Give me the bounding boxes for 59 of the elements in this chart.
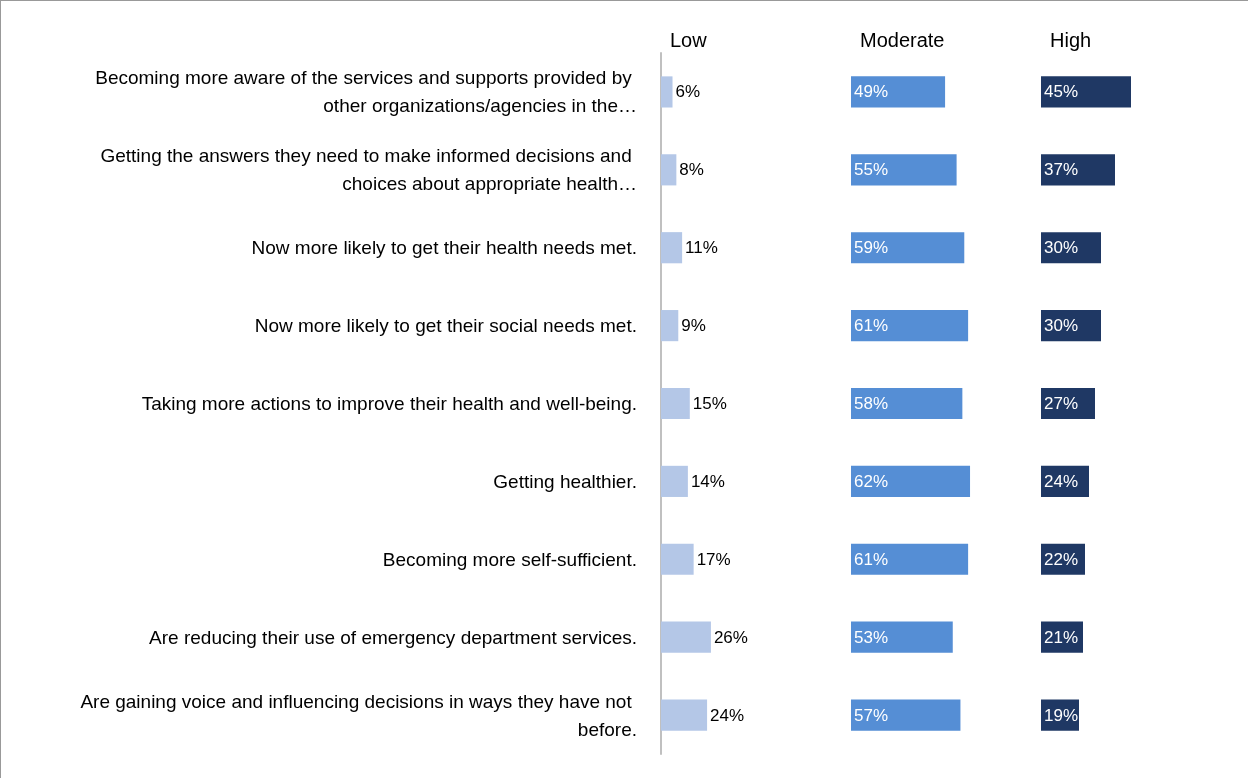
y-tick-label: Are gaining voice and influencing decisions in ways they have not before. [80,690,637,740]
y-tick-label: Now more likely to get their health needs met. [251,237,637,259]
data-label: 14% [690,471,725,491]
bar [1041,154,1115,186]
data-label: 62% [854,471,889,491]
y-tick-label: Becoming more self-sufficient. [382,548,637,570]
bar [1041,76,1131,108]
bar [851,232,965,264]
data-label: 61% [854,549,889,569]
data-label: 24% [710,705,745,725]
data-label: 61% [854,316,889,336]
bar [661,232,683,264]
data-label: 6% [675,82,701,102]
y-tick-label: Taking more actions to improve their health and well-being. [141,393,637,414]
bar [661,543,694,575]
chart-title: High [1050,29,1092,51]
bar [851,310,969,342]
data-label: 57% [854,705,889,725]
data-label: 24% [1044,471,1079,491]
bar [851,154,957,186]
bar [851,621,953,653]
data-label: 21% [1044,627,1079,647]
data-label: 22% [1044,549,1079,569]
data-label: 55% [854,160,889,180]
data-label: 30% [1044,316,1079,336]
bar [661,387,690,420]
data-label: 37% [1044,160,1079,180]
data-label: 58% [854,394,889,413]
data-label: 17% [696,549,731,569]
bar [851,76,946,108]
y-tick-label: Now more likely to get their social needs met. [254,315,637,337]
data-label: 19% [1044,705,1079,725]
bar [661,465,688,497]
bar [851,543,969,575]
bar [661,621,711,653]
data-label: 8% [679,160,704,180]
bar [661,76,673,108]
data-label: 49% [854,82,889,102]
data-label: 53% [854,627,889,647]
data-label: 15% [692,394,727,413]
data-label: 45% [1044,82,1079,102]
y-tick-label: Are reducing their use of emergency department services. [149,626,637,648]
data-label: 9% [681,316,706,336]
chart-title: Moderate [860,29,945,51]
bar [851,699,961,731]
y-tick-label: Getting healthier. [493,470,637,492]
y-tick-label: Becoming more aware of the services and supports provided by other organizations/agencies in the… [95,67,637,117]
y-tick-label: Getting the answers they need to make informed decisions and choices about appropriate health… [100,145,637,195]
bar [661,699,708,731]
data-label: 27% [1044,394,1079,413]
data-label: 26% [713,627,748,647]
data-label: 30% [1044,238,1079,258]
data-label: 11% [685,238,718,258]
bar [661,154,677,186]
chart-title: Low [670,29,708,51]
bar [851,465,971,497]
data-label: 59% [854,238,889,258]
bar [661,310,679,342]
bar [851,387,963,420]
